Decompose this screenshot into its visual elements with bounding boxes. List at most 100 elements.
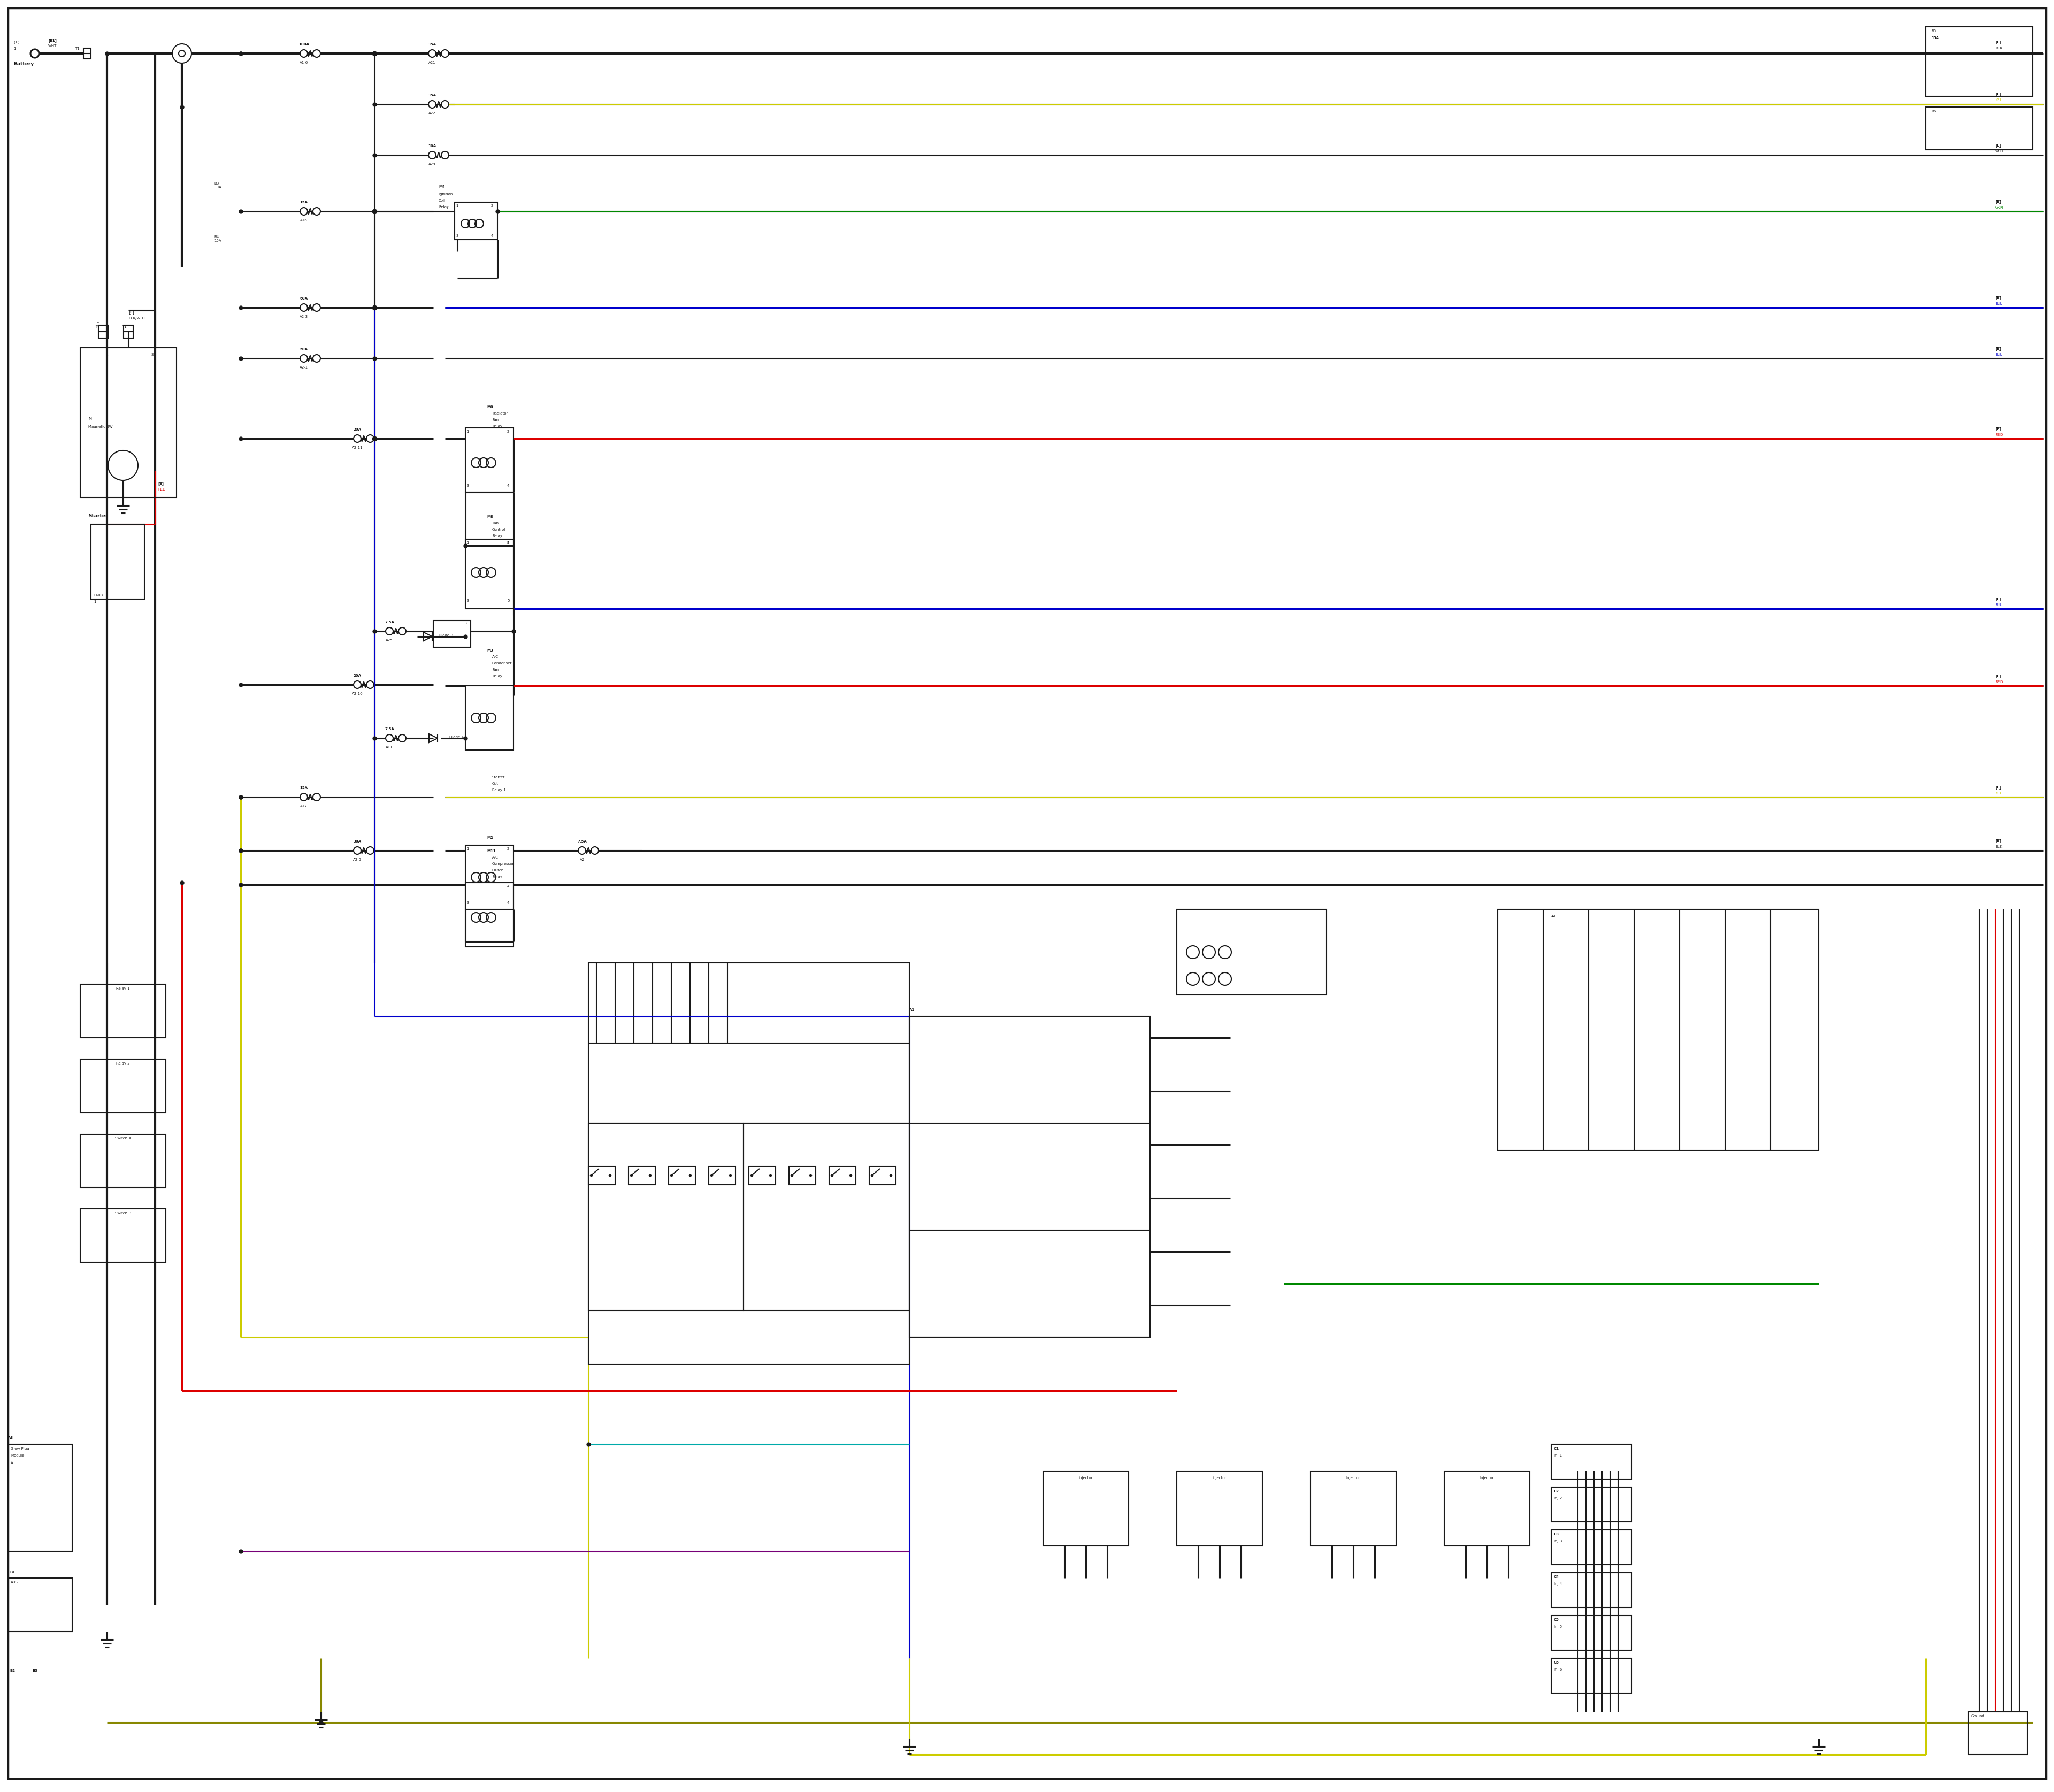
Bar	[869, 1167, 896, 1185]
Text: M0: M0	[487, 405, 493, 409]
Bar	[1968, 1711, 2027, 1754]
Text: Relay: Relay	[493, 425, 503, 428]
Text: 1: 1	[82, 54, 86, 57]
Text: 1: 1	[433, 622, 438, 625]
Bar	[670, 1167, 696, 1185]
Bar	[1551, 1658, 1631, 1693]
Text: 100A: 100A	[298, 43, 310, 47]
Text: YEL: YEL	[1994, 792, 2003, 796]
Bar	[1927, 27, 2033, 97]
Circle shape	[312, 208, 320, 215]
Text: 1: 1	[466, 541, 468, 545]
Text: [E]: [E]	[1994, 199, 2001, 202]
Bar	[84, 48, 90, 59]
Bar	[744, 1124, 910, 1310]
Text: Injector: Injector	[1212, 1477, 1226, 1480]
Bar	[1927, 108, 2033, 151]
Bar	[587, 962, 910, 1364]
Text: 2: 2	[491, 204, 493, 208]
Text: B: B	[105, 353, 109, 357]
Bar	[466, 686, 514, 751]
Text: Condenser: Condenser	[493, 661, 511, 665]
Text: Battery: Battery	[14, 61, 33, 66]
Text: 15A: 15A	[300, 787, 308, 790]
Bar	[466, 883, 514, 946]
Text: 3: 3	[466, 599, 468, 602]
Text: S: S	[152, 353, 154, 357]
Bar	[1310, 1471, 1397, 1546]
Text: Relay: Relay	[440, 206, 448, 208]
Text: Fan: Fan	[493, 418, 499, 421]
Text: Inj 1: Inj 1	[1555, 1453, 1561, 1457]
Text: 2: 2	[507, 430, 509, 434]
Text: 3: 3	[466, 901, 468, 905]
Text: [E]: [E]	[127, 310, 134, 314]
Text: A2-10: A2-10	[351, 692, 364, 695]
Text: 2: 2	[466, 622, 468, 625]
Text: Inj 6: Inj 6	[1555, 1668, 1561, 1672]
Text: 7.5A: 7.5A	[384, 728, 394, 731]
Text: Ground: Ground	[1972, 1715, 1984, 1719]
Bar	[80, 348, 177, 498]
Text: Injector: Injector	[1078, 1477, 1093, 1480]
Text: [E]: [E]	[1994, 143, 2001, 147]
Text: Injector: Injector	[1481, 1477, 1493, 1480]
Text: BLK: BLK	[1994, 47, 2003, 50]
Text: Module: Module	[10, 1453, 25, 1457]
Text: M: M	[88, 418, 92, 421]
Text: 30A: 30A	[353, 840, 362, 842]
Circle shape	[109, 450, 138, 480]
Text: C408: C408	[94, 593, 103, 597]
Text: [E]: [E]	[1994, 597, 2001, 600]
Text: Relay 2: Relay 2	[117, 1063, 129, 1064]
Circle shape	[442, 151, 448, 159]
Text: A29: A29	[429, 163, 435, 167]
Circle shape	[312, 355, 320, 362]
Text: 3: 3	[466, 484, 468, 487]
Text: C1: C1	[1555, 1446, 1559, 1450]
Text: B4
15A: B4 15A	[214, 235, 222, 242]
Circle shape	[442, 100, 448, 108]
Circle shape	[386, 627, 392, 634]
Text: B1: B1	[10, 1570, 14, 1573]
Text: A: A	[10, 1462, 12, 1464]
Circle shape	[366, 435, 374, 443]
Text: Inj 5: Inj 5	[1555, 1625, 1561, 1629]
Bar	[1551, 1530, 1631, 1564]
Circle shape	[429, 50, 435, 57]
Bar	[80, 984, 166, 1038]
Bar	[1551, 1615, 1631, 1650]
Text: 5: 5	[507, 599, 509, 602]
Text: Relay 1: Relay 1	[117, 987, 129, 991]
Bar	[1177, 909, 1327, 995]
Text: 15A: 15A	[300, 201, 308, 204]
Bar	[629, 1167, 655, 1185]
Bar	[587, 1124, 744, 1310]
Text: A2-1: A2-1	[300, 366, 308, 369]
Bar	[99, 324, 109, 339]
Text: 1: 1	[456, 204, 458, 208]
Circle shape	[179, 50, 185, 57]
Text: [E]: [E]	[1994, 426, 2001, 430]
Bar	[789, 1167, 815, 1185]
Bar	[750, 1167, 776, 1185]
Text: 4: 4	[507, 901, 509, 905]
Bar	[1043, 1471, 1128, 1546]
Circle shape	[366, 681, 374, 688]
Circle shape	[429, 100, 435, 108]
Circle shape	[442, 50, 448, 57]
Text: Radiator: Radiator	[493, 412, 507, 416]
Text: Compressor: Compressor	[493, 862, 514, 866]
Text: T4: T4	[94, 324, 101, 328]
Text: 1: 1	[94, 600, 97, 604]
Text: Control: Control	[493, 529, 505, 530]
Circle shape	[353, 848, 362, 855]
Text: A21: A21	[429, 61, 435, 65]
Text: Clutch: Clutch	[493, 869, 503, 873]
Text: M11: M11	[487, 849, 495, 853]
Text: A2-11: A2-11	[351, 446, 364, 450]
Bar	[1497, 909, 1818, 1150]
Text: M: M	[121, 462, 125, 468]
Bar	[466, 428, 514, 493]
Text: Coil: Coil	[440, 199, 446, 202]
